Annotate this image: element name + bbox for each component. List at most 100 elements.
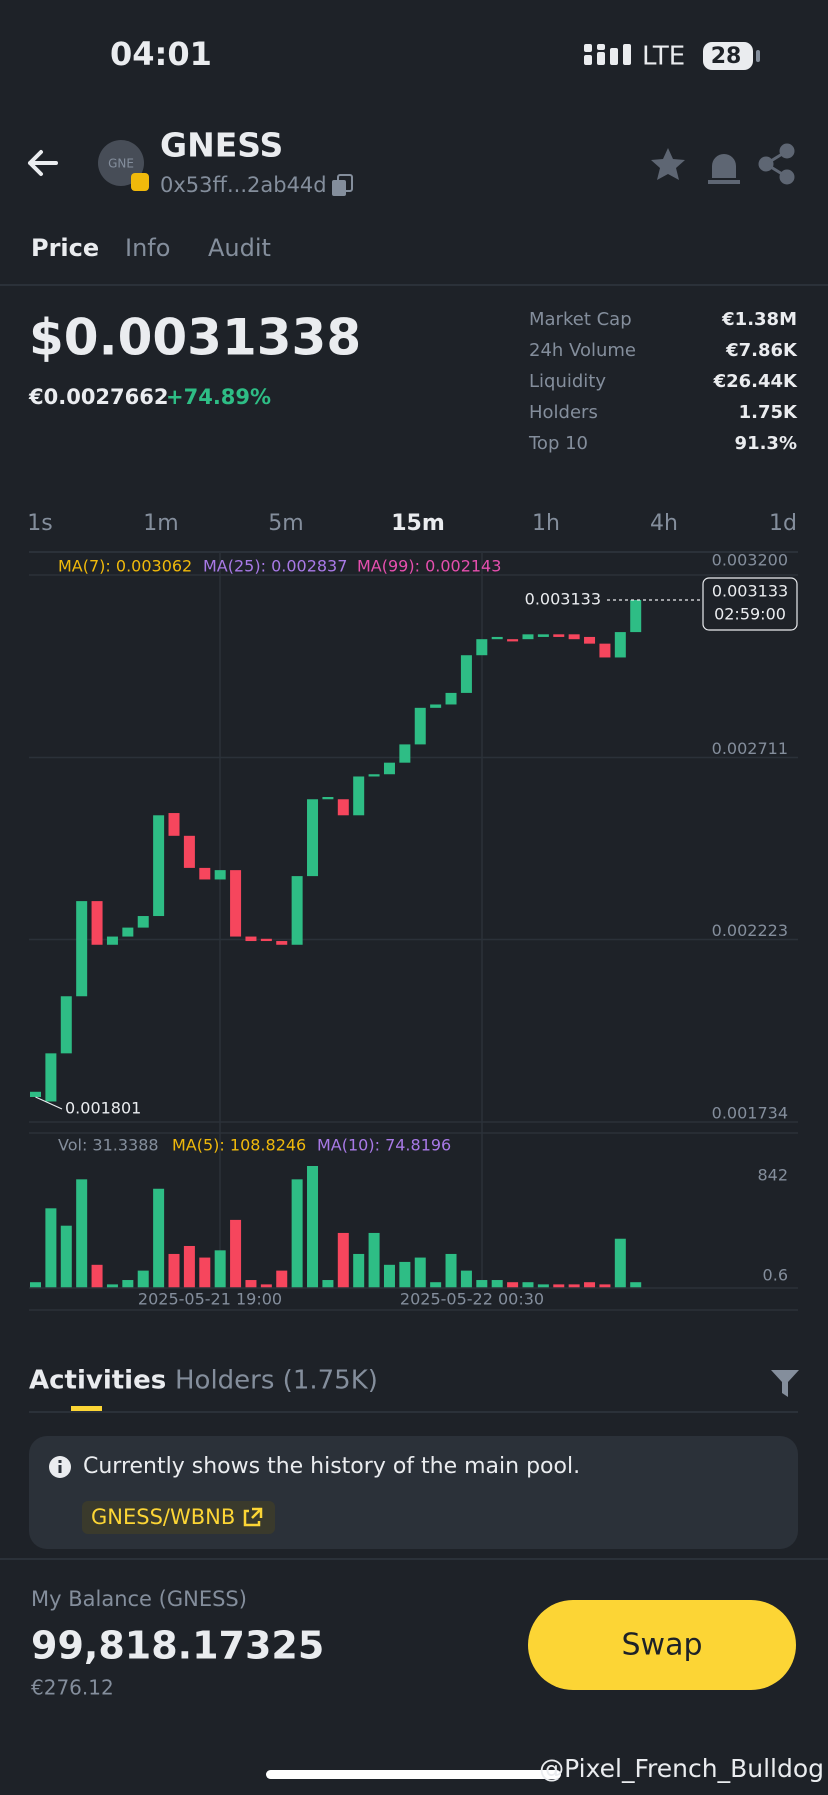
candle [307, 799, 319, 877]
candle [368, 774, 380, 777]
candle [60, 996, 72, 1054]
candle [91, 901, 103, 945]
share-button[interactable] [758, 143, 795, 185]
tab[interactable]: Price [31, 234, 99, 262]
last-price-label: 0.003133 [525, 589, 601, 608]
volume-bar [614, 1238, 626, 1288]
notice-text: Currently shows the history of the main … [83, 1454, 580, 1479]
volume-bar [537, 1284, 549, 1288]
candle [291, 876, 303, 945]
volume-bar [368, 1232, 380, 1288]
candle [30, 1091, 41, 1098]
candle [153, 815, 165, 917]
volume-bar [291, 1179, 303, 1288]
x-tick-label: 2025-05-21 19:00 [138, 1290, 282, 1309]
candle [476, 639, 488, 656]
volume-bar [137, 1270, 149, 1288]
volume-bar [337, 1232, 349, 1288]
activity-tab[interactable]: Holders (1.75K) [175, 1366, 378, 1396]
volume-bar [106, 1284, 118, 1288]
candle [537, 634, 549, 637]
volume-bar [322, 1280, 334, 1288]
tab-indicator [71, 1406, 102, 1411]
swap-button[interactable] [528, 1600, 796, 1690]
candle [168, 813, 180, 836]
interval-option[interactable]: 1m [143, 511, 178, 536]
candle [460, 655, 472, 693]
candle [337, 799, 349, 816]
candle [584, 636, 596, 644]
price-badge-value: 0.003133 [712, 581, 788, 600]
volume-bar [430, 1282, 442, 1288]
volume-bar [630, 1282, 642, 1288]
ma-legend: MA(7): 0.003062 [58, 557, 192, 576]
candle [106, 936, 118, 945]
tab[interactable]: Audit [208, 234, 271, 262]
chart: 0.003200 0.002711 0.002223 0.001734 MA(7): 0… [29, 551, 798, 1311]
volume-bar [445, 1253, 457, 1288]
token-name: GNESS [160, 126, 283, 165]
candle [245, 936, 257, 942]
balance-label: My Balance (GNESS) [31, 1587, 247, 1611]
tab[interactable]: Info [125, 234, 170, 262]
volume-bar [245, 1280, 257, 1288]
price-change: +74.89% [166, 385, 271, 409]
balance-amount: 99,818.17325 [31, 1624, 324, 1668]
volume-tick-label: 842 [757, 1166, 788, 1185]
ma-legend: MA(25): 0.002837 [203, 557, 347, 576]
volume-bar [30, 1282, 41, 1288]
interval-option[interactable]: 5m [268, 511, 303, 536]
low-label: 0.001801 [65, 1099, 141, 1118]
interval-option[interactable]: 1d [769, 511, 797, 536]
info-icon-mark [58, 1465, 62, 1473]
volume-bar [553, 1284, 565, 1288]
stat-value: €7.86K [725, 340, 798, 361]
volume-bar [522, 1282, 534, 1288]
interval-option[interactable]: 1s [27, 511, 52, 536]
filter-button[interactable] [771, 1370, 799, 1397]
stat-value: 1.75K [739, 402, 798, 423]
stat-label: Liquidity [529, 371, 606, 392]
interval-option[interactable]: 15m [391, 511, 445, 536]
candle [568, 634, 580, 640]
candle [322, 797, 334, 800]
volume-tick-label: 0.6 [763, 1265, 788, 1284]
volume-bar [399, 1261, 411, 1288]
candle [383, 762, 395, 775]
candle [183, 835, 195, 868]
activity-tab[interactable]: Activities [29, 1366, 166, 1396]
volume-bar [168, 1253, 180, 1288]
volume-bar [414, 1257, 426, 1288]
candle [522, 634, 534, 640]
interval-option[interactable]: 1h [532, 511, 560, 536]
clock: 04:01 [110, 35, 212, 73]
stat-label: Market Cap [529, 309, 632, 330]
swap-label[interactable]: Swap [621, 1628, 702, 1663]
volume-bar [507, 1282, 519, 1288]
candle [76, 901, 88, 997]
volume-bar [260, 1284, 272, 1288]
price-badge-countdown: 02:59:00 [714, 604, 786, 623]
pair-tag[interactable] [82, 1501, 275, 1534]
back-button[interactable] [28, 150, 58, 176]
volume-bar [183, 1245, 195, 1288]
volume-bar [599, 1284, 611, 1288]
candle [599, 643, 611, 658]
alert-button[interactable] [708, 154, 740, 184]
interval-option[interactable]: 4h [650, 511, 678, 536]
volume-bar [122, 1280, 134, 1288]
volume-bar [491, 1280, 503, 1288]
y-tick-label: 0.003200 [712, 551, 788, 570]
volume-bar [76, 1179, 88, 1288]
volume-bar [45, 1208, 57, 1288]
home-indicator [266, 1770, 561, 1779]
volume-bar [60, 1225, 72, 1288]
candle [260, 938, 272, 942]
favorite-button[interactable] [651, 148, 685, 180]
external-link-icon [243, 1507, 263, 1527]
y-tick-label: 0.002223 [712, 921, 788, 940]
volume-bar [307, 1166, 319, 1288]
pair-link[interactable]: GNESS/WBNB [91, 1505, 235, 1529]
copy-icon[interactable] [332, 174, 353, 196]
